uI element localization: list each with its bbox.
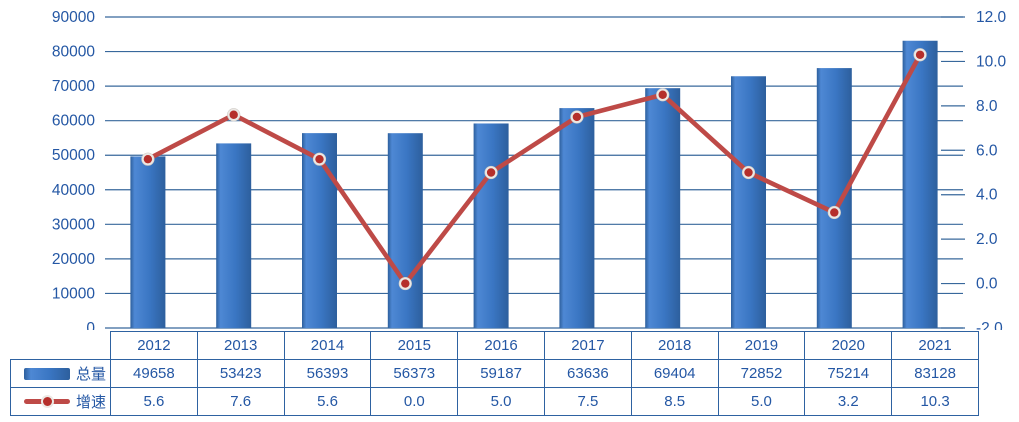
total-cell: 75214: [804, 359, 893, 388]
right-axis-tick-label: 4.0: [976, 187, 998, 204]
legend-rate: 增速: [10, 387, 111, 416]
total-cell: 53423: [196, 359, 285, 388]
right-axis-tick-label: 10.0: [976, 53, 1007, 70]
table-row-total: 总量 49658 53423 56393 56373 59187 63636 69404 728…: [10, 359, 979, 388]
line-marker: [830, 208, 839, 217]
left-axis-tick-label: 40000: [52, 182, 95, 199]
year-cell: 2018: [630, 331, 719, 360]
total-cell: 63636: [543, 359, 632, 388]
line-marker: [143, 154, 153, 164]
legend-spacer: [11, 332, 111, 360]
total-cell: 56373: [370, 359, 459, 388]
year-cell: 2014: [283, 331, 372, 360]
total-cell: 59187: [457, 359, 545, 388]
rate-cell: 5.0: [457, 387, 545, 416]
legend-total-label: 总量: [75, 366, 106, 383]
rate-cell: 7.5: [543, 387, 632, 416]
bar-2021: [902, 40, 938, 328]
bar-2017: [559, 108, 595, 328]
line-marker: [572, 112, 582, 122]
total-cell: 56393: [283, 359, 372, 388]
bar-series-icon: [23, 367, 70, 380]
combo-chart: 0 10000 20000 30000 40000 50000 60000 70000 8000…: [52, 9, 1007, 330]
right-axis-tick-label: 8.0: [976, 98, 998, 115]
line-marker: [229, 110, 238, 119]
year-cell: 2016: [457, 331, 545, 360]
left-axis-tick-label: 70000: [52, 78, 95, 95]
left-axis-tick-label: 60000: [52, 113, 95, 130]
rate-cell: 10.3: [891, 387, 979, 416]
bar-2020: [816, 68, 852, 328]
year-cell: 2015: [370, 331, 459, 360]
growth-line: [145, 52, 923, 286]
rate-cell: 5.6: [283, 387, 372, 416]
legend-rate-wrap: 增速: [12, 391, 106, 412]
line-marker: [744, 168, 753, 177]
left-axis-tick-label: 80000: [52, 44, 95, 61]
line-marker: [315, 154, 324, 164]
line-series-icon: [23, 395, 70, 408]
bar-2016: [473, 123, 509, 328]
year-cell: 2020: [804, 331, 893, 360]
total-cell: 72852: [717, 359, 806, 388]
bar-2018: [645, 88, 681, 328]
rate-cell: 7.6: [196, 387, 285, 416]
right-axis-tick-label: 6.0: [976, 142, 998, 159]
left-axis-tick-label: 10000: [52, 285, 95, 302]
chart-data-table: 2012 2013 2014 2015 2016 2017 2018 2019 2020 2021…: [10, 331, 979, 416]
year-cell: 2017: [543, 331, 632, 360]
total-cell: 49658: [110, 359, 198, 388]
bar-2013: [216, 143, 252, 328]
left-axis-tick-label: 50000: [52, 147, 95, 164]
year-cell: 2012: [110, 331, 198, 360]
right-axis-tick-label: -2.0: [976, 320, 1003, 330]
line-marker: [401, 279, 410, 288]
left-axis-tick-label: 20000: [52, 251, 95, 268]
line-marker: [658, 90, 667, 99]
right-axis-tick-label: 0.0: [976, 276, 998, 293]
line-marker: [486, 168, 496, 177]
total-cell: 83128: [891, 359, 979, 388]
table-row-rate: 增速 5.6 7.6 5.6 0.0 5.0 7.5 8.5 5.0 3.2 10.3: [10, 387, 979, 416]
left-axis-tick-label: 0: [86, 320, 95, 330]
left-axis-tick-label: 30000: [52, 216, 95, 233]
total-cell: 69404: [630, 359, 719, 388]
right-axis-tick-label: 12.0: [976, 9, 1007, 26]
table-row-years: 2012 2013 2014 2015 2016 2017 2018 2019 2020 2021: [11, 331, 979, 360]
left-axis-tick-label: 90000: [52, 9, 95, 26]
bar-2019: [731, 76, 766, 329]
legend-total-wrap: 总量: [12, 363, 106, 384]
rate-cell: 5.6: [110, 387, 198, 416]
rate-cell: 0.0: [370, 387, 459, 416]
year-cell: 2019: [717, 331, 806, 360]
line-marker: [915, 50, 925, 59]
rate-cell: 8.5: [630, 387, 719, 416]
right-axis-tick-label: 2.0: [976, 231, 998, 248]
rate-cell: 5.0: [717, 387, 806, 416]
bar-2015: [387, 133, 423, 328]
bar-2012: [130, 156, 166, 328]
legend-rate-label: 增速: [75, 394, 106, 411]
year-cell: 2013: [196, 331, 285, 360]
year-cell: 2021: [891, 331, 979, 360]
rate-cell: 3.2: [804, 387, 893, 416]
legend-total: 总量: [10, 359, 111, 388]
